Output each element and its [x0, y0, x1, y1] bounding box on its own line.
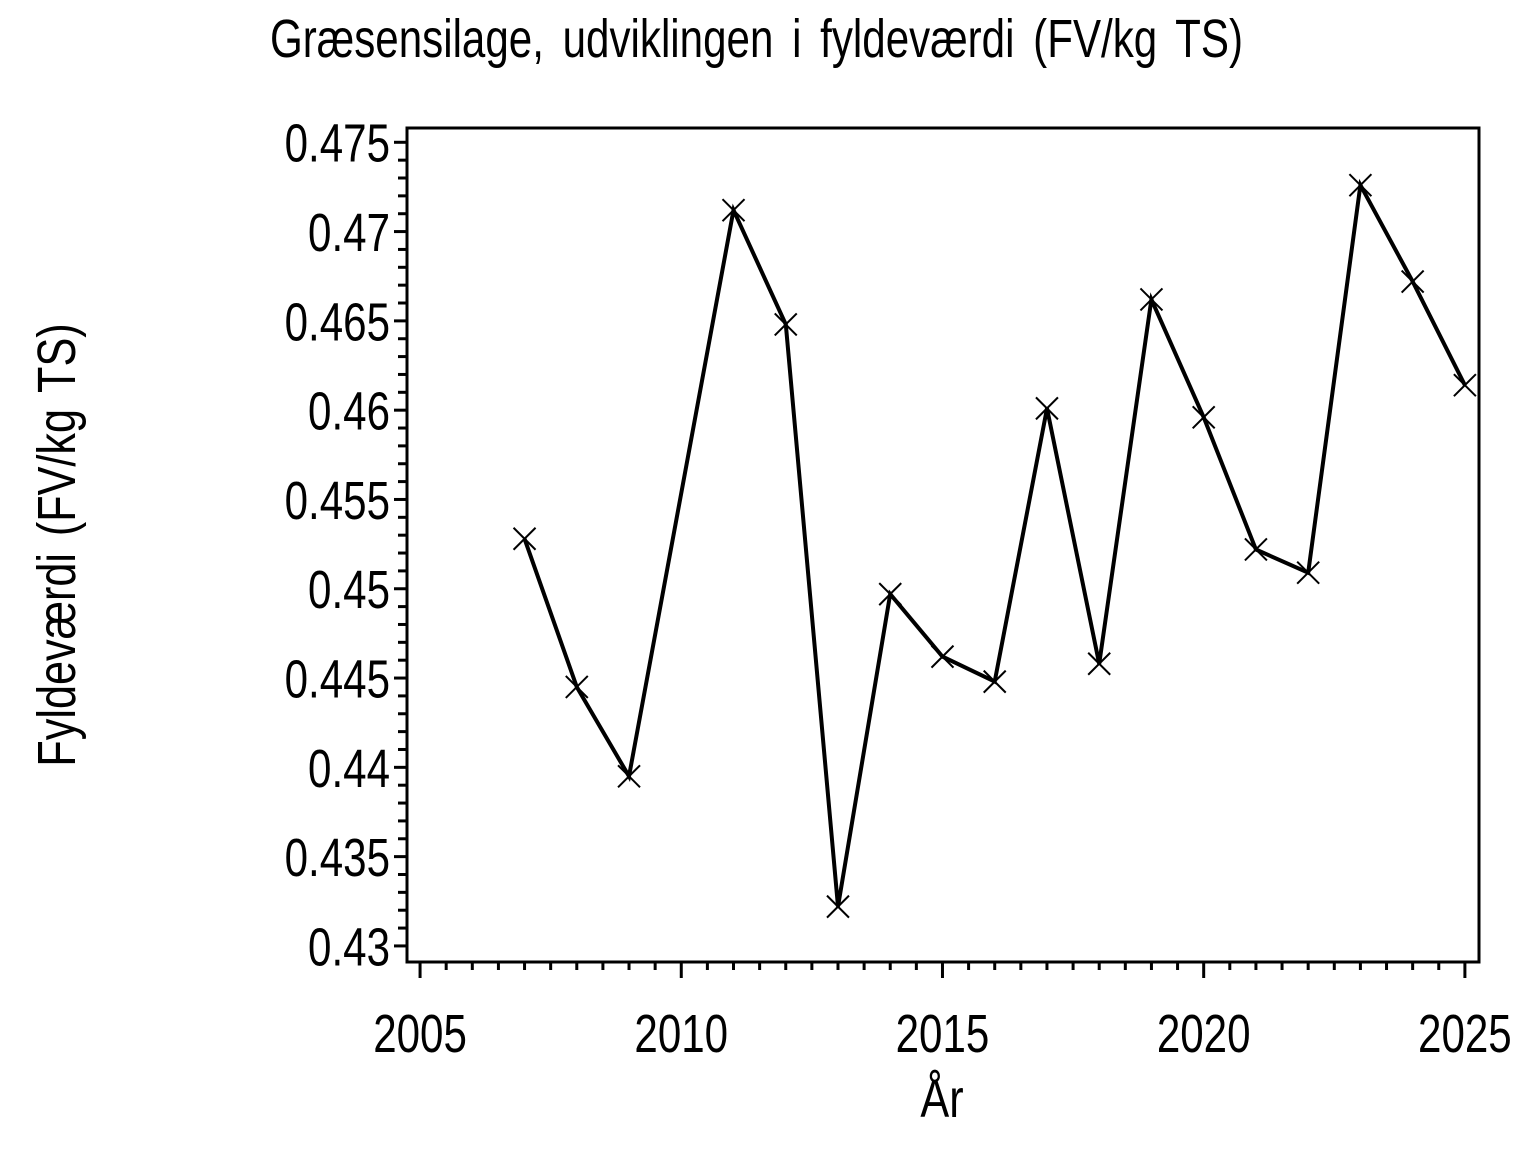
y-tick-label: 0.465: [285, 292, 390, 352]
data-point-marker: [1139, 287, 1164, 312]
y-tick-label: 0.44: [308, 739, 390, 799]
data-line: [522, 178, 1467, 907]
x-tick-label: 2025: [1418, 1004, 1512, 1064]
y-tick-label: 0.475: [285, 114, 390, 174]
chart-title: Græsensilage, udviklingen i fyldeværdi (…: [270, 9, 1244, 69]
data-point-marker: [617, 764, 641, 788]
y-tick-label: 0.46: [308, 382, 390, 442]
data-point-marker: [1348, 173, 1373, 197]
axis-ticks: [394, 140, 1467, 978]
x-tick-label: 2015: [896, 1004, 990, 1064]
x-tick-label: 2010: [634, 1004, 728, 1064]
axis-tick-labels: 0.43 0.435 0.44 0.445 0.45 0.455 0.46 0.465 0.47…: [285, 114, 1512, 1064]
y-tick-label: 0.43: [308, 917, 390, 977]
y-tick-label: 0.445: [285, 650, 390, 710]
data-point-marker: [1453, 373, 1477, 397]
x-tick-label: 2005: [373, 1004, 467, 1064]
data-point-marker: [1087, 652, 1111, 676]
data-point-marker: [1400, 269, 1425, 294]
data-point-marker: [565, 675, 589, 699]
x-tick-label: 2020: [1157, 1004, 1251, 1064]
data-point-marker: [930, 644, 955, 669]
data-markers: [512, 173, 1477, 919]
data-point-marker: [983, 669, 1007, 694]
x-axis-title: År: [920, 1069, 964, 1129]
data-point-marker: [1035, 396, 1059, 421]
y-tick-label: 0.47: [308, 203, 390, 263]
data-point-marker: [1191, 405, 1216, 430]
plot-frame: [405, 126, 1481, 964]
y-axis-title: Fyldeværdi (FV/kg TS): [27, 323, 87, 767]
y-tick-label: 0.435: [285, 828, 390, 888]
data-point-marker: [774, 312, 798, 337]
data-point-marker: [721, 198, 746, 222]
data-point-marker: [1296, 560, 1320, 585]
y-tick-label: 0.455: [285, 471, 390, 531]
data-point-marker: [826, 894, 850, 919]
y-tick-label: 0.45: [308, 560, 390, 620]
data-point-marker: [1244, 537, 1268, 562]
data-point-marker: [878, 582, 902, 606]
data-point-marker: [512, 527, 537, 551]
